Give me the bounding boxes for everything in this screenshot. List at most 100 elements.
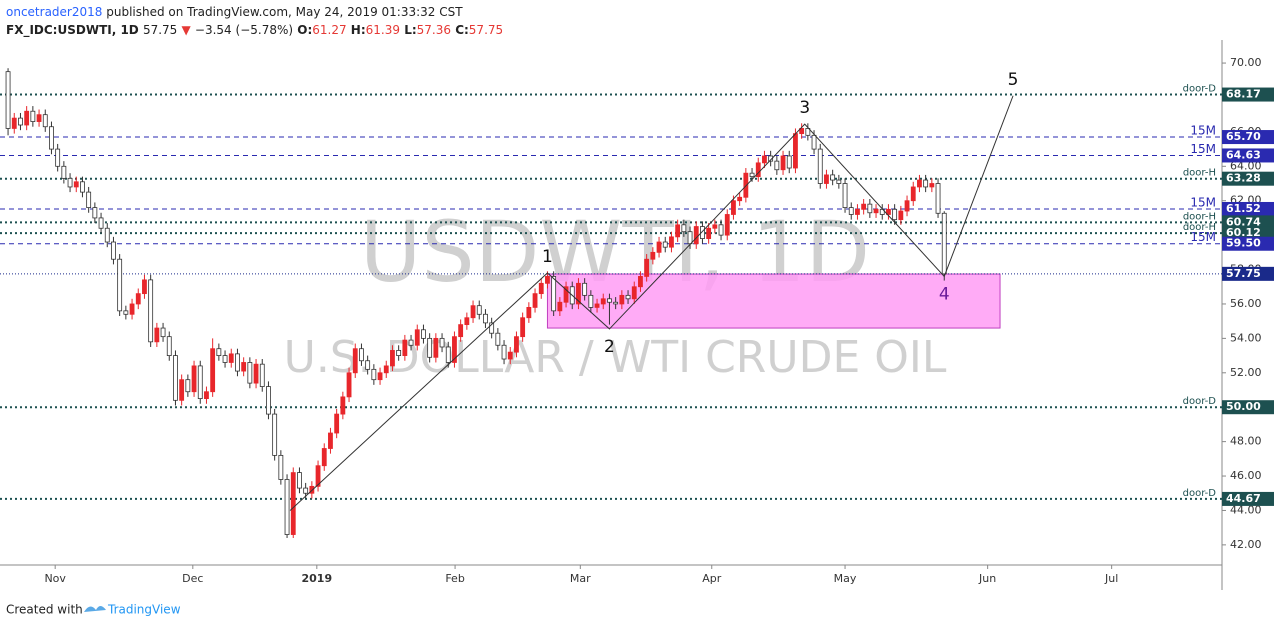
- wave-label: 1: [542, 247, 553, 267]
- candle-body: [160, 327, 166, 338]
- candle-body: [179, 379, 185, 401]
- candle-body: [49, 126, 54, 150]
- c: 57.75: [469, 23, 503, 37]
- level-name: door-D: [1183, 396, 1217, 407]
- candle-body: [222, 355, 228, 363]
- candle-body: [247, 362, 253, 384]
- candle-body: [576, 282, 581, 305]
- price-box-label: 65.70: [1226, 130, 1261, 143]
- candle-body: [359, 348, 364, 362]
- candle-body: [365, 360, 371, 370]
- price-box-label: 60.74: [1226, 215, 1261, 228]
- candle-body: [55, 148, 61, 167]
- candle-body: [241, 362, 247, 372]
- candle-body: [613, 301, 619, 305]
- level-name: door-D: [1183, 84, 1217, 95]
- candle-body: [687, 231, 693, 245]
- candle-body: [594, 303, 600, 308]
- candle-body: [600, 298, 606, 305]
- candle-body: [935, 183, 941, 214]
- candle-body: [92, 207, 98, 219]
- watermark-sub: U.S. DOLLAR / WTI CRUDE OIL: [284, 332, 947, 383]
- candle-body: [5, 71, 11, 129]
- candle-body: [551, 276, 557, 312]
- price-box-label: 60.12: [1226, 226, 1261, 239]
- price-box: [1222, 215, 1274, 230]
- candle-body: [73, 181, 79, 188]
- candle-body: [67, 177, 73, 188]
- price-box-label: 50.00: [1226, 400, 1261, 413]
- candle-body: [80, 181, 85, 193]
- price-box-label: 64.63: [1226, 148, 1261, 161]
- level-name: door-H: [1183, 168, 1216, 179]
- candle-body: [563, 286, 569, 303]
- candle-body: [278, 454, 284, 480]
- candle-body: [625, 294, 631, 300]
- candle-body: [557, 301, 563, 312]
- candle-body: [588, 294, 594, 308]
- level-name: 15M: [1190, 195, 1216, 209]
- candle-body: [98, 217, 104, 229]
- candle-body: [706, 227, 712, 239]
- candle-body: [290, 472, 296, 535]
- candle-body: [173, 355, 178, 401]
- candle-body: [104, 227, 110, 243]
- candle-body: [210, 348, 216, 393]
- candle-body: [799, 128, 805, 135]
- candle-body: [817, 148, 823, 184]
- footer: Created with: [6, 603, 83, 617]
- candle-body: [464, 317, 470, 326]
- level-name: door-D: [1183, 488, 1217, 499]
- candle-body: [848, 207, 854, 215]
- candle-body: [786, 155, 792, 169]
- wave-label: 3: [799, 98, 810, 118]
- price-box-label: 61.52: [1226, 202, 1261, 215]
- change: −3.54 (−5.78%): [195, 23, 293, 37]
- published: published on TradingView.com, May 24, 20…: [106, 5, 463, 19]
- x-tick-label: May: [834, 572, 857, 585]
- candle-body: [538, 282, 544, 295]
- candle-body: [675, 224, 681, 238]
- candle-body: [774, 160, 780, 171]
- candle-body: [619, 294, 625, 305]
- candle-body: [371, 368, 377, 381]
- candle-body: [191, 365, 197, 393]
- candle-body: [377, 372, 383, 381]
- candle-body: [917, 179, 922, 188]
- candle-body: [873, 208, 879, 214]
- candle-body: [644, 258, 650, 277]
- price-box: [1222, 130, 1274, 145]
- candle-body: [607, 298, 612, 303]
- y-tick-label: 52.00: [1230, 366, 1262, 379]
- candle-body: [693, 226, 699, 245]
- candle-body: [452, 336, 457, 363]
- level-name: 15M: [1190, 124, 1216, 138]
- x-tick-label: Jul: [1104, 572, 1118, 585]
- candle-body: [923, 179, 929, 188]
- candle-body: [731, 200, 736, 215]
- candle-body: [340, 396, 346, 415]
- candle-body: [216, 348, 222, 356]
- x-tick-label: Apr: [702, 572, 722, 585]
- candle-body: [892, 208, 898, 221]
- candle-body: [830, 174, 836, 181]
- candle-body: [321, 448, 327, 467]
- candle-body: [253, 363, 259, 384]
- candle-body: [631, 286, 637, 300]
- candle-body: [941, 212, 947, 275]
- candle-body: [737, 196, 743, 202]
- candle-body: [780, 155, 786, 171]
- candle-body: [650, 251, 656, 260]
- price-box: [1222, 226, 1274, 241]
- candle-body: [408, 339, 414, 346]
- y-tick-label: 64.00: [1230, 159, 1262, 172]
- h-label: H:: [351, 23, 366, 37]
- candle-body: [724, 214, 730, 236]
- symbol: FX_IDC:USDWTI, 1D: [6, 23, 139, 38]
- candle-body: [712, 224, 718, 229]
- price-box: [1222, 171, 1274, 186]
- candle-body: [929, 183, 935, 188]
- price-box: [1222, 236, 1274, 251]
- x-tick-label: Mar: [570, 572, 591, 585]
